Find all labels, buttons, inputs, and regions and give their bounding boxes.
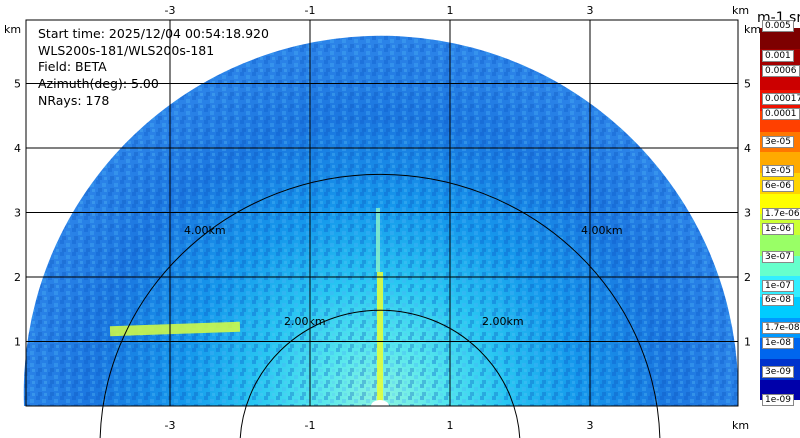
colorbar-label: 1e-06 [762,223,794,235]
colorbar-label: 0.00017 [762,93,800,105]
y-tick-label-left: 5 [14,78,21,91]
x-tick-label-top: 3 [587,4,594,17]
colorbar-label: 6e-06 [762,180,794,192]
radar-sector [23,35,739,412]
ring-label-inner-left: 2.00km [284,315,326,328]
y-unit-left: km [4,23,21,36]
beam-streak [377,272,383,406]
x-tick-label-top: 1 [447,4,454,17]
nrays-label: NRays: 178 [38,93,110,108]
field-label: Field: BETA [38,59,107,74]
y-tick-label-right: 5 [744,78,751,91]
range-rings [99,173,661,438]
grid-lines [26,20,738,406]
x-tick-label-top: -3 [165,4,176,17]
y-tick-label-right: 4 [744,142,751,155]
instrument-label: WLS200s-181/WLS200s-181 [38,43,215,58]
x-tick-label-bottom: 3 [587,419,594,432]
ring-label-outer-left: 4.00km [184,224,226,237]
axis-ticks: -3 -3 -1 -1 1 1 3 3 1 1 2 2 3 3 4 4 5 5 [14,4,751,432]
ring-label-inner-right: 2.00km [482,315,524,328]
start-time-label: Start time: 2025/12/04 00:54:18.920 [38,26,269,41]
colorbar-label: 0.001 [762,50,794,62]
beam-streak-upper [376,208,380,272]
colorbar-label: 1.7e-08 [762,322,800,334]
colorbar-segment [760,28,800,50]
y-tick-label-left: 3 [14,207,21,220]
colorbar-label: 3e-07 [762,251,794,263]
y-tick-label-left: 2 [14,271,21,284]
x-tick-label-bottom: -3 [165,419,176,432]
colorbar-label: 0.0001 [762,108,800,120]
colorbar-segment [760,234,800,256]
colorbar-label: 1.7e-06 [762,208,800,220]
y-unit-right: km [744,23,761,36]
x-unit-top: km [732,4,749,17]
colorbar-label: 1e-08 [762,337,794,349]
azimuth-label: Azimuth(deg): 5.00 [38,76,159,91]
x-tick-label-bottom: 1 [447,419,454,432]
colorbar-label: 6e-08 [762,294,794,306]
range-ring [99,173,661,438]
y-tick-label-right: 3 [744,207,751,220]
colorbar-label: 3e-09 [762,366,794,378]
y-tick-label-left: 1 [14,336,21,349]
y-tick-label-right: 2 [744,271,751,284]
x-unit-bottom: km [732,419,749,432]
colorbar-label: 0.0006 [762,65,800,77]
plot-frame [25,19,739,407]
colorbar-label-top: 0.005 [762,20,794,32]
colorbar-label: 1e-07 [762,280,794,292]
ring-label-outer-right: 4.00km [581,224,623,237]
y-tick-label-right: 1 [744,336,751,349]
colorbar-label: 3e-05 [762,136,794,148]
colorbar-label: 1e-09 [762,394,794,406]
colorbar-label: 1e-05 [762,165,794,177]
aerosol-plume [109,321,241,337]
x-tick-label-bottom: -1 [305,419,316,432]
range-ring [239,309,521,438]
y-tick-label-left: 4 [14,142,21,155]
x-tick-label-top: -1 [305,4,316,17]
colorbar: 0.005 0.001 0.0006 0.00017 0.0001 3e-05 1e-05… [760,20,800,406]
